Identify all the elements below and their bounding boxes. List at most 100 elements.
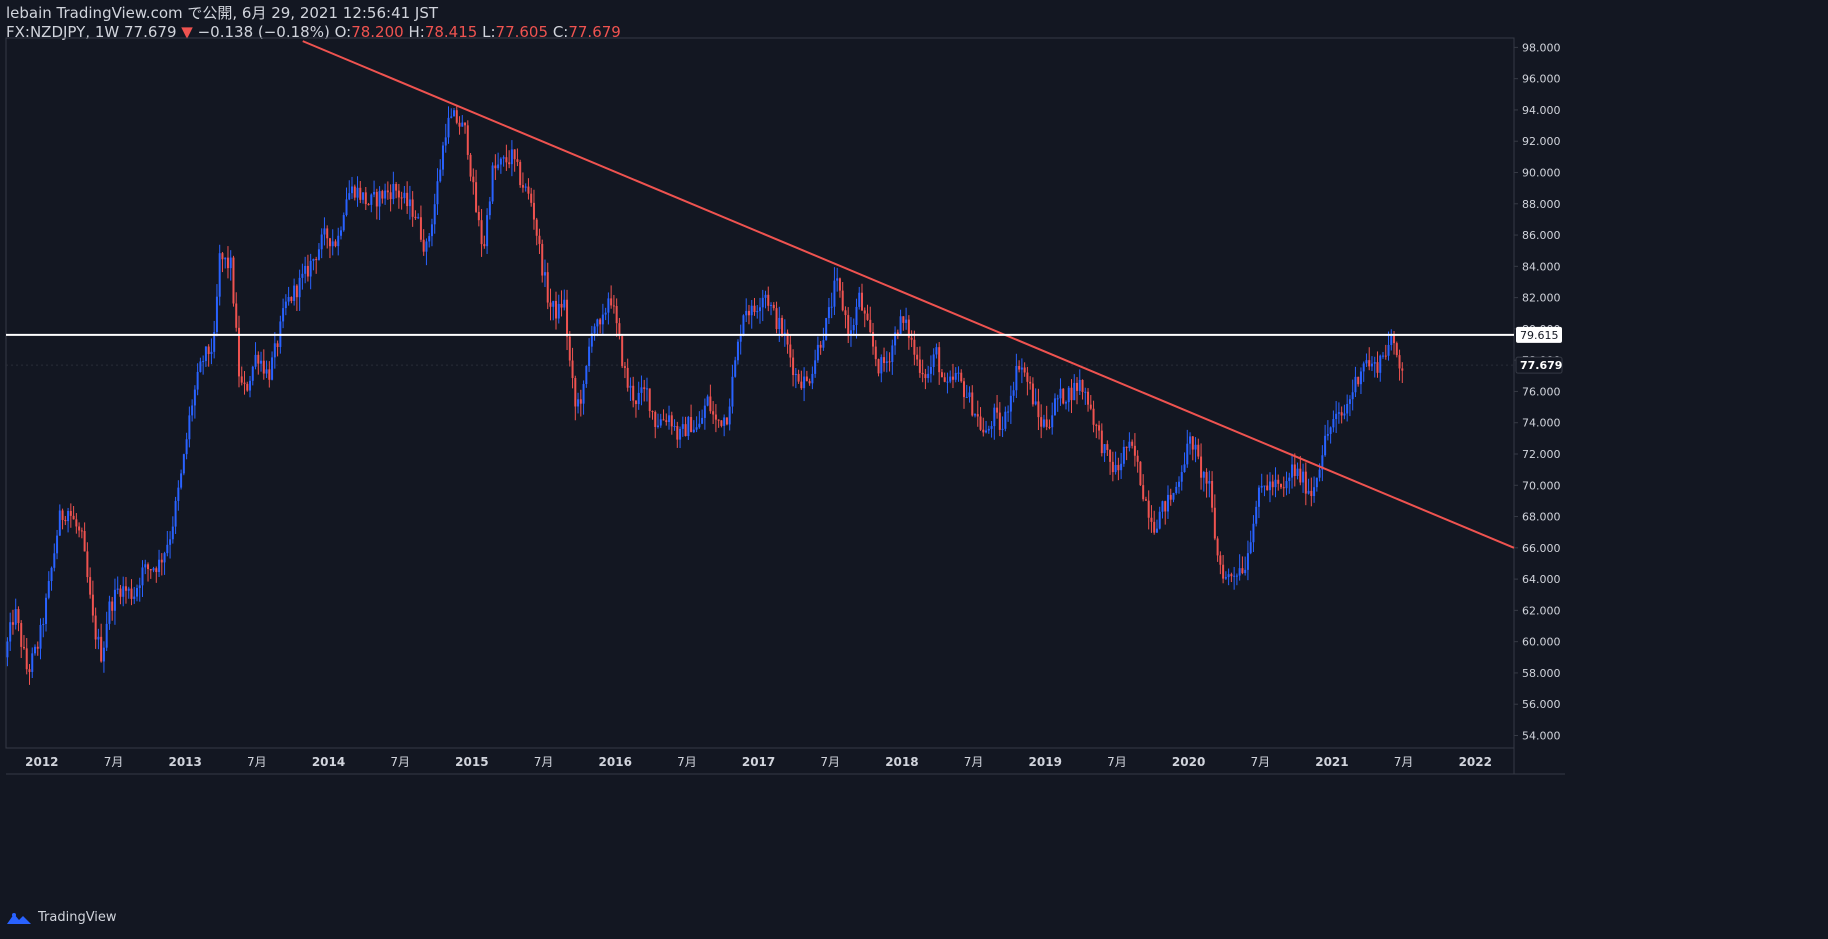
price-tick-label: 86.000: [1522, 229, 1561, 242]
candle-body: [645, 388, 648, 390]
candle-body: [508, 162, 511, 165]
candle-body: [94, 615, 97, 640]
candle-body: [585, 366, 588, 385]
price-tick-label: 94.000: [1522, 104, 1561, 117]
candle-body: [1379, 355, 1382, 373]
time-tick-label: 7月: [1107, 755, 1127, 769]
candle-body: [152, 568, 155, 571]
candle-body: [808, 381, 811, 384]
candle-body: [814, 360, 817, 374]
tradingview-logo-icon: [7, 912, 31, 924]
candle-body: [971, 392, 974, 416]
candle-body: [659, 419, 662, 426]
candle-body: [199, 361, 202, 372]
low-label: L:: [482, 23, 496, 41]
candle-body: [1346, 403, 1349, 414]
candle-body: [954, 372, 957, 380]
candle-body: [472, 176, 475, 183]
time-tick-label: 2021: [1315, 755, 1348, 769]
time-tick-label: 2017: [742, 755, 775, 769]
low-value: 77.605: [495, 23, 549, 41]
candle-body: [455, 110, 458, 123]
candle-body: [1291, 464, 1294, 478]
candle-body: [1142, 485, 1145, 500]
drawings-layer[interactable]: [6, 40, 1515, 549]
time-axis[interactable]: 2012 7月 2013 7月 2014 7月 2015 7月 2016 7月 2017 7月 2018…: [25, 755, 1492, 769]
candle-body: [450, 116, 453, 118]
candle-body: [1070, 387, 1073, 401]
candle-body: [113, 589, 116, 611]
candle-body: [301, 273, 304, 278]
candle-body: [1007, 411, 1010, 413]
candle-body: [1164, 501, 1167, 512]
brand-footer[interactable]: TradingView: [6, 910, 117, 925]
time-tick-label: 2015: [455, 755, 488, 769]
candle-body: [847, 315, 850, 335]
candle-body: [381, 191, 384, 199]
candle-body: [1128, 441, 1131, 448]
candle-body: [1062, 388, 1065, 404]
candle-body: [1307, 490, 1310, 494]
price-tick-label: 98.000: [1522, 41, 1561, 54]
candle-body: [541, 243, 544, 276]
trendline[interactable]: [302, 40, 1515, 549]
candle-body: [1321, 455, 1324, 470]
price-axis[interactable]: 54.000 56.000 58.000 60.000 62.000 64.000 66.0…: [1514, 41, 1563, 742]
candle-body: [138, 585, 141, 589]
symbol-label[interactable]: FX:NZDJPY, 1W: [6, 23, 120, 41]
candle-body: [577, 399, 580, 407]
candle-body: [962, 381, 965, 398]
candle-body: [725, 417, 728, 425]
candle-body: [497, 164, 500, 169]
candle-body: [392, 183, 395, 200]
candle-body: [1178, 481, 1181, 487]
candle-body: [453, 110, 456, 117]
candle-body: [830, 306, 833, 308]
time-tick-label: 2013: [168, 755, 201, 769]
candle-body: [36, 646, 39, 649]
candle-body: [607, 298, 610, 313]
candle-body: [1280, 483, 1283, 488]
candle-body: [965, 397, 968, 399]
candle-body: [924, 374, 927, 379]
candle-body: [486, 215, 489, 247]
candle-body: [185, 439, 188, 455]
price-tick-label: 66.000: [1522, 542, 1561, 555]
candle-body: [1359, 371, 1362, 385]
candle-body: [67, 510, 70, 522]
candle-body: [348, 193, 351, 200]
candle-body: [940, 372, 943, 378]
candle-body: [1318, 469, 1321, 478]
candle-body: [880, 357, 883, 374]
candle-body: [1023, 367, 1026, 373]
price-tick-label: 74.000: [1522, 417, 1561, 430]
candle-body: [1304, 471, 1307, 494]
candle-body: [108, 601, 111, 624]
candle-body: [957, 372, 960, 374]
candle-body: [1244, 569, 1247, 574]
candle-body: [692, 429, 695, 433]
candle-body: [20, 623, 23, 647]
candle-body: [907, 319, 910, 338]
candle-body: [122, 586, 125, 597]
candle-body: [593, 326, 596, 334]
candle-body: [488, 201, 491, 216]
price-tick-label: 72.000: [1522, 448, 1561, 461]
candle-body: [1382, 355, 1385, 357]
candle-body: [910, 337, 913, 340]
candle-body: [662, 419, 665, 421]
candle-body: [513, 149, 516, 160]
candle-body: [775, 308, 778, 330]
candle-body: [351, 186, 354, 194]
candle-body: [1282, 487, 1285, 489]
candle-body: [428, 236, 431, 242]
candle-body: [838, 278, 841, 291]
candle-body: [61, 510, 64, 520]
time-tick-label: 2019: [1029, 755, 1062, 769]
candle-body: [477, 211, 480, 221]
candle-body: [761, 297, 764, 308]
candle-body: [1125, 446, 1128, 448]
candle-body: [1249, 542, 1252, 554]
candle-body: [466, 125, 469, 155]
